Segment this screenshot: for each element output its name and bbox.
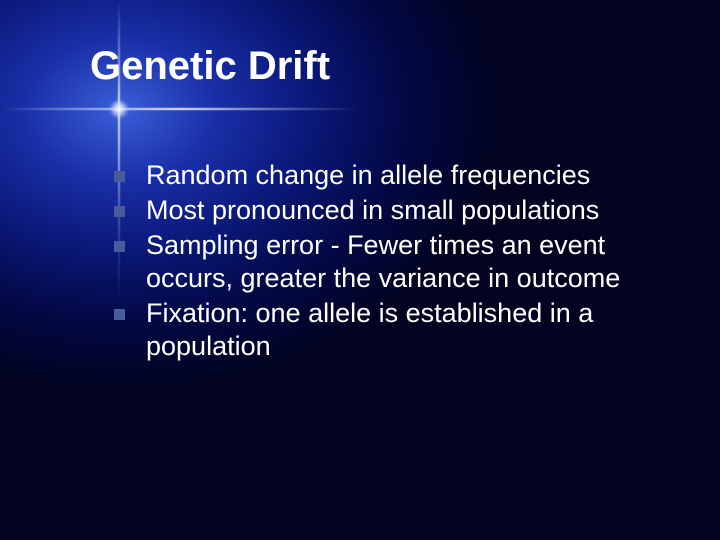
- square-bullet-icon: [114, 241, 125, 252]
- list-item: Most pronounced in small populations: [114, 194, 656, 227]
- bullet-text: Sampling error - Fewer times an event oc…: [146, 230, 620, 293]
- bullet-text: Most pronounced in small populations: [146, 195, 599, 225]
- bullet-text: Fixation: one allele is established in a…: [146, 298, 593, 361]
- list-item: Sampling error - Fewer times an event oc…: [114, 229, 656, 295]
- list-item: Fixation: one allele is established in a…: [114, 297, 656, 363]
- bullet-list: Random change in allele frequencies Most…: [90, 159, 656, 363]
- square-bullet-icon: [114, 171, 125, 182]
- list-item: Random change in allele frequencies: [114, 159, 656, 192]
- bullet-text: Random change in allele frequencies: [146, 160, 590, 190]
- slide-content: Genetic Drift Random change in allele fr…: [0, 0, 720, 363]
- square-bullet-icon: [114, 309, 125, 320]
- slide-title: Genetic Drift: [90, 44, 656, 89]
- square-bullet-icon: [114, 206, 125, 217]
